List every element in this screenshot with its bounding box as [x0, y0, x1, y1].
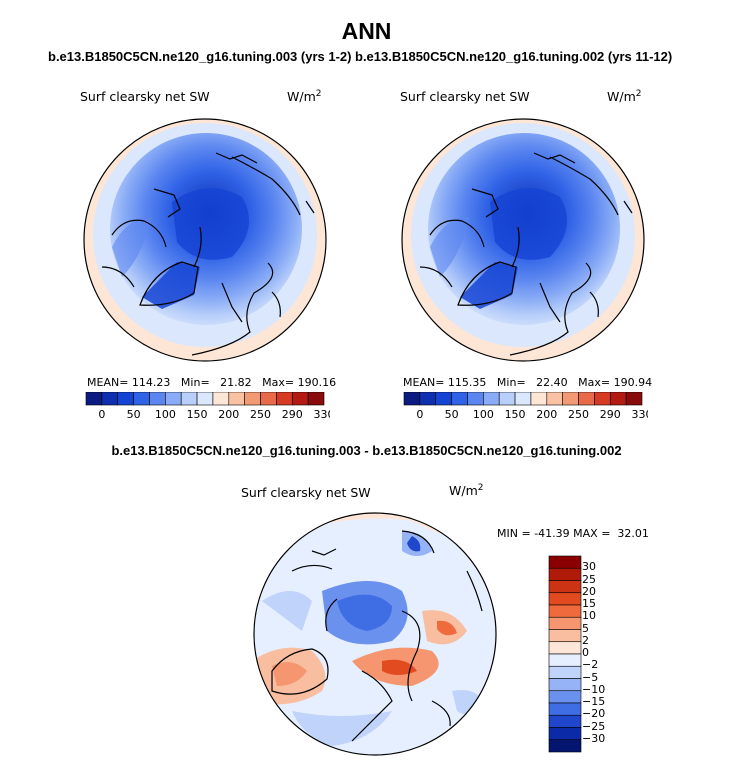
panel1-variable-label: Surf clearsky net SW: [80, 89, 210, 104]
diff-colorbar-tick-label: 5: [582, 621, 589, 635]
panel2-colorbar-swatch: [451, 392, 468, 406]
panel1-colorbar-swatch: [307, 392, 325, 406]
diff-colorbar-tick-label: −20: [582, 707, 606, 721]
panel1-colorbar: 0 50 100 150 200 250 290 330: [85, 392, 331, 421]
panel2-colorbar-tick-label: 100: [473, 408, 494, 421]
diff-colorbar-tick-label: 2: [582, 633, 589, 647]
panel2-colorbar-swatch: [498, 392, 516, 406]
diff-colorbar-tick-label: 25: [582, 572, 596, 586]
panel2-colorbar-swatch: [609, 392, 627, 406]
panel1-colorbar-swatch: [196, 392, 214, 406]
diff-polar-map: [253, 512, 497, 756]
panel2-colorbar-tick-label: 50: [445, 408, 459, 421]
panel1-colorbar-swatch: [149, 392, 166, 406]
panel1-colorbar-swatch: [291, 392, 309, 406]
panel1-colorbar-swatch: [212, 392, 230, 406]
diff-colorbar-tick-label: −15: [582, 695, 606, 708]
panel1-colorbar-tick-label: 290: [282, 408, 303, 421]
panel2-colorbar-swatch: [546, 392, 563, 406]
panel2-colorbar-tick-label: 150: [505, 408, 526, 421]
panel2-colorbar-swatch: [530, 392, 548, 406]
diff-colorbar-swatch: [548, 604, 582, 618]
diff-panel-title: b.e13.B1850C5CN.ne120_g16.tuning.003 - b…: [111, 443, 622, 458]
diff-colorbar-swatch: [548, 739, 582, 753]
panel1-colorbar-swatch: [133, 392, 150, 406]
diff-minmax: MIN = -41.39 MAX = 32.01: [497, 527, 649, 540]
diff-colorbar-tick-label: −30: [582, 731, 606, 745]
diff-colorbar-swatch: [548, 714, 582, 728]
diff-colorbar-tick-label: 30: [582, 560, 596, 574]
diff-colorbar-tick-label: −5: [582, 670, 599, 684]
panel1-colorbar-tick-label: 150: [187, 408, 208, 421]
panel1-colorbar-swatch: [276, 392, 293, 406]
panel2-colorbar-swatch: [578, 392, 595, 406]
panel2-colorbar-swatch: [483, 392, 500, 406]
panel1-colorbar-tick-label: 50: [127, 408, 141, 421]
diff-variable-label: Surf clearsky net SW: [241, 485, 371, 500]
panel2-variable-label: Surf clearsky net SW: [400, 89, 530, 104]
panel1-colorbar-swatch: [244, 392, 261, 406]
diff-colorbar-swatch: [548, 727, 582, 741]
panel1-colorbar-swatch: [117, 392, 134, 406]
diff-colorbar-tick-label: −10: [582, 682, 606, 696]
diff-colorbar-swatch: [548, 592, 582, 606]
panel1-colorbar-tick-label: 330: [314, 408, 331, 421]
panel2-colorbar-swatch: [419, 392, 437, 406]
page-title: ANN: [341, 18, 392, 44]
panel2-colorbar-swatch: [514, 392, 532, 406]
panel1-colorbar-swatch: [165, 392, 182, 406]
diff-colorbar-swatch: [548, 678, 582, 692]
panel2-units-label: W/m2: [607, 89, 642, 105]
diff-colorbar-swatch: [548, 690, 582, 704]
panel2-stats: MEAN= 115.35 Min= 22.40 Max= 190.94: [403, 376, 653, 389]
diff-colorbar-swatch: [548, 555, 582, 569]
diff-colorbar-swatch: [548, 702, 582, 716]
panel2-colorbar-tick-label: 0: [416, 408, 423, 421]
panel1-colorbar-swatch: [180, 392, 198, 406]
panel1-colorbar-tick-label: 200: [218, 408, 239, 421]
panel1-colorbar-tick-label: 0: [98, 408, 105, 421]
panel1-colorbar-swatch: [101, 392, 119, 406]
panel1-polar-map: [83, 118, 327, 362]
panel1-colorbar-tick-label: 100: [155, 408, 176, 421]
panel2-colorbar-swatch: [625, 392, 643, 406]
panel2-colorbar-tick-label: 250: [568, 408, 589, 421]
panel1-colorbar-swatch: [228, 392, 245, 406]
panel2-colorbar-swatch: [435, 392, 452, 406]
panel2-colorbar: 0 50 100 150 200 250 290 330: [403, 392, 649, 421]
diff-colorbar-swatch: [548, 665, 582, 679]
panel2-colorbar-swatch: [403, 392, 421, 406]
panel1-units-label: W/m2: [287, 89, 322, 105]
panel2-colorbar-swatch: [467, 392, 484, 406]
panel1-colorbar-tick-label: 250: [250, 408, 271, 421]
diff-colorbar-tick-label: 10: [582, 609, 596, 623]
panel1-colorbar-swatch: [85, 392, 103, 406]
panel2-case-title: b.e13.B1850C5CN.ne120_g16.tuning.002 (yr…: [355, 49, 673, 64]
panel1-case-title: b.e13.B1850C5CN.ne120_g16.tuning.003 (yr…: [48, 49, 352, 64]
panel2-colorbar-tick-label: 200: [536, 408, 557, 421]
diff-colorbar-tick-label: 0: [582, 646, 589, 659]
diff-colorbar-swatch: [548, 580, 582, 594]
panel2-polar-map: [401, 118, 645, 362]
diff-colorbar: [548, 555, 582, 753]
panel2-colorbar-swatch: [562, 392, 579, 406]
panel2-colorbar-tick-label: 330: [632, 408, 649, 421]
diff-colorbar-swatch: [548, 641, 582, 655]
diff-colorbar-tick-label: 20: [582, 584, 596, 598]
diff-colorbar-swatch: [548, 653, 582, 667]
diff-colorbar-swatch: [548, 567, 582, 581]
diff-colorbar-swatch: [548, 629, 582, 643]
panel2-colorbar-tick-label: 290: [600, 408, 621, 421]
diff-colorbar-tick-label: 15: [582, 597, 596, 610]
diff-colorbar-tick-label: −25: [582, 719, 606, 733]
diff-colorbar-swatch: [548, 616, 582, 630]
diff-colorbar-tick-label: −2: [582, 658, 599, 672]
diff-units-label: W/m2: [449, 483, 484, 499]
panel1-stats: MEAN= 114.23 Min= 21.82 Max= 190.16: [87, 376, 337, 389]
panel1-colorbar-swatch: [260, 392, 277, 406]
panel2-colorbar-swatch: [594, 392, 611, 406]
